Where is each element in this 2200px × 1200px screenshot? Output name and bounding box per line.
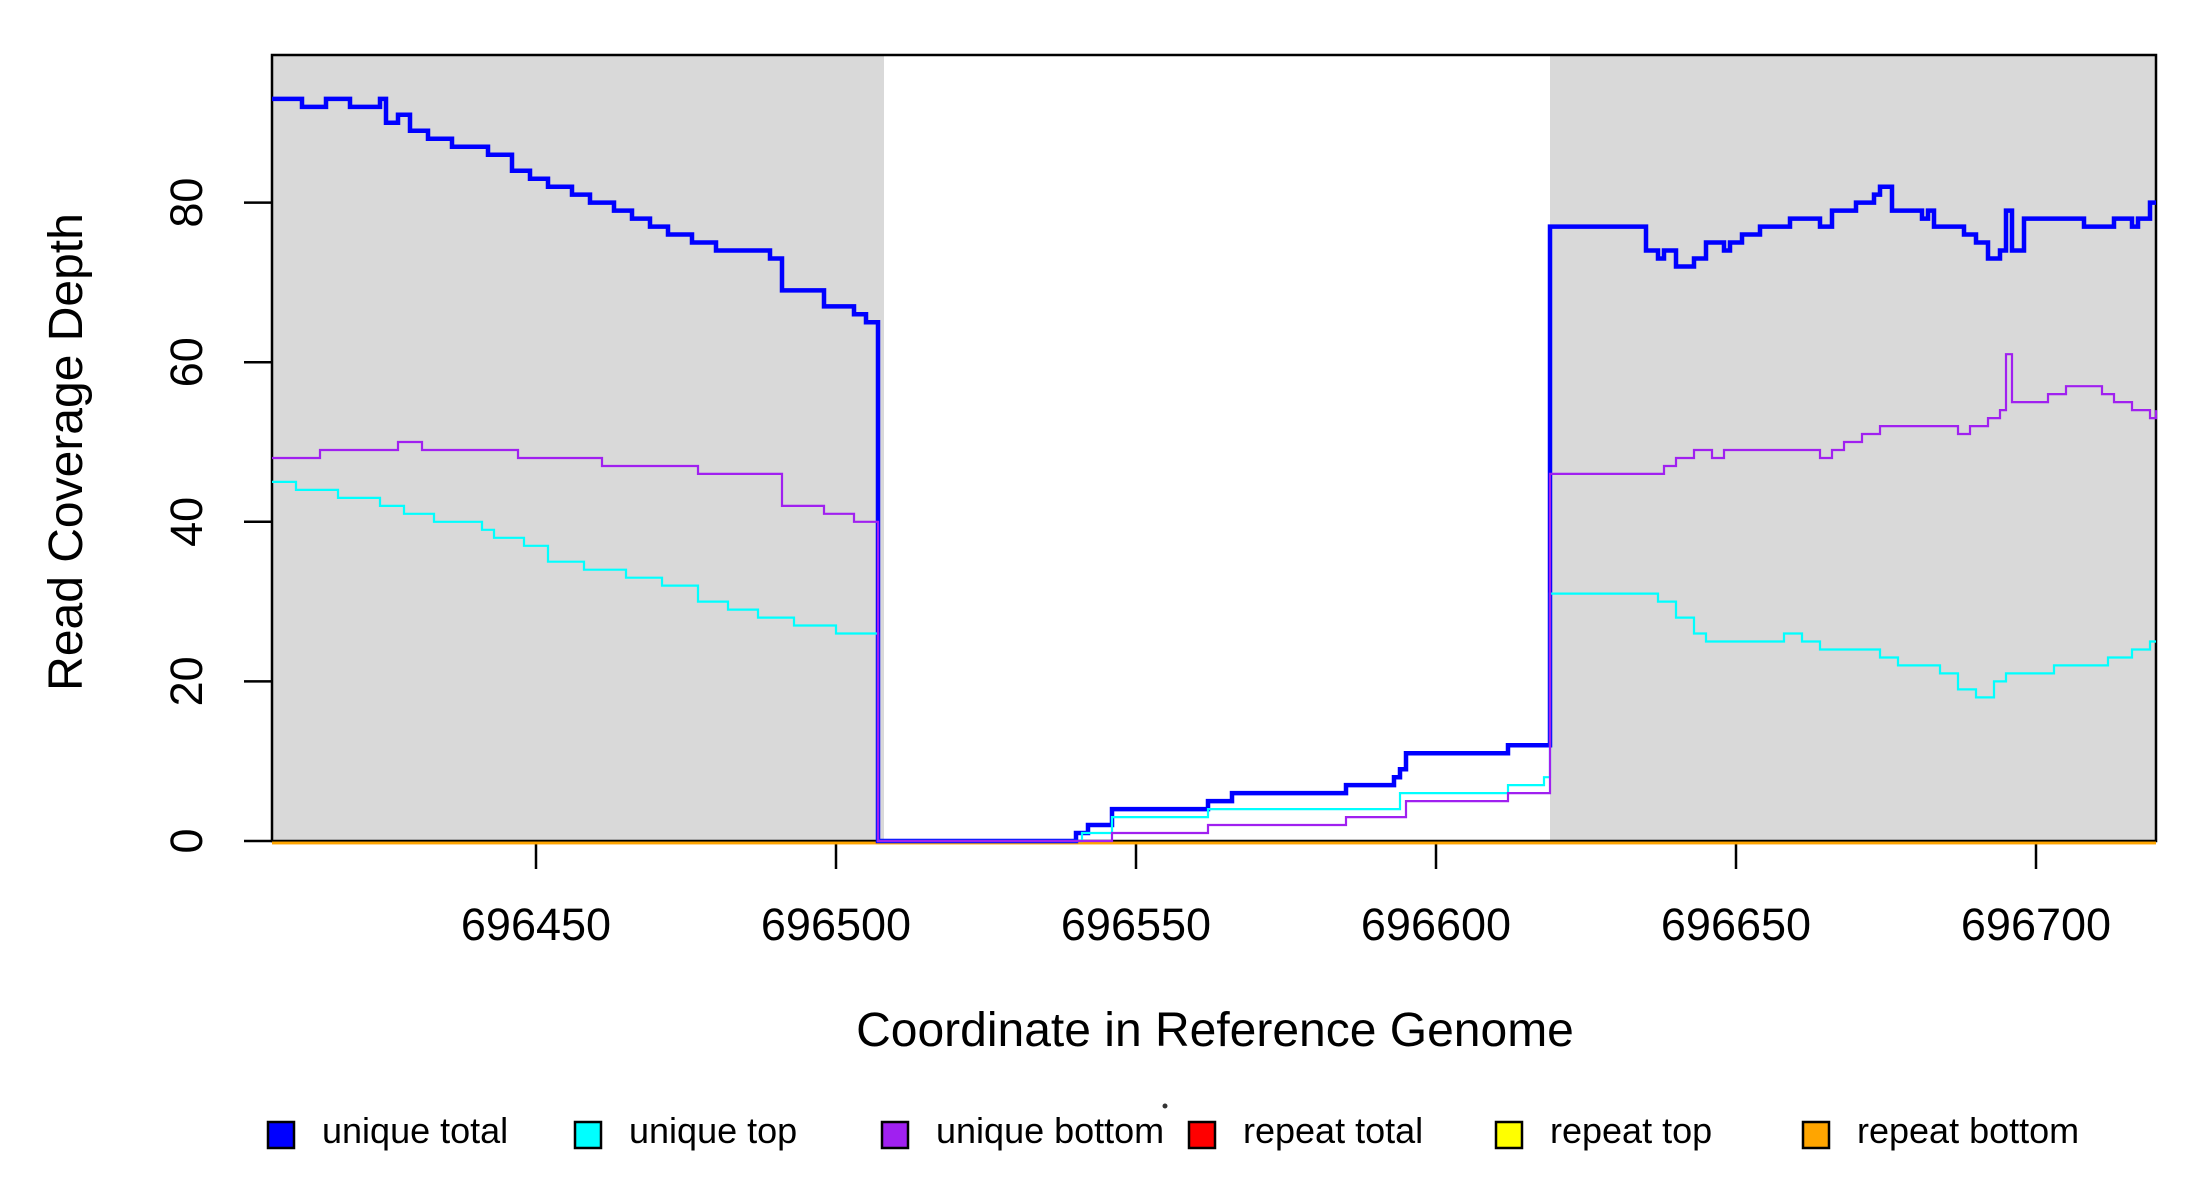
legend-swatch — [1801, 1120, 1831, 1150]
legend-item-unique-top: unique top — [573, 1110, 797, 1151]
y-axis-tick-label: 20 — [161, 656, 212, 706]
series-line-unique-bottom — [272, 353, 2158, 843]
legend-label: unique top — [629, 1110, 797, 1151]
legend-item-unique-bottom: unique bottom — [880, 1110, 1164, 1151]
x-axis-tick-label: 696600 — [1361, 899, 1511, 950]
plot-border — [270, 53, 2158, 843]
series-line-unique-total — [272, 96, 2156, 844]
shaded-regions — [272, 55, 2156, 841]
y-axis-tick-label: 80 — [161, 178, 212, 228]
y-axis-tick-label: 0 — [161, 828, 212, 853]
y-axis-tick-label: 60 — [161, 337, 212, 387]
y-axis-tick-label: 40 — [161, 497, 212, 547]
legend-label: unique total — [322, 1110, 508, 1151]
legend-label: unique bottom — [936, 1110, 1164, 1151]
x-axis-tick-label: 696450 — [461, 899, 611, 950]
x-axis-tick-label: 696700 — [1961, 899, 2111, 950]
legend-swatch — [1187, 1120, 1217, 1150]
legend-label: repeat top — [1550, 1110, 1712, 1151]
legend-item-unique-total: unique total — [266, 1110, 508, 1151]
legend-swatch — [266, 1120, 296, 1150]
x-axis-tick-label: 696550 — [1061, 899, 1211, 950]
legend: unique total unique top unique bottom repea… — [266, 1110, 2079, 1151]
legend-swatch — [880, 1120, 910, 1150]
x-axis-tick-label: 696500 — [761, 899, 911, 950]
legend-label: repeat bottom — [1857, 1110, 2079, 1151]
series-lines — [272, 96, 2158, 845]
x-axis-tick-label: 696650 — [1661, 899, 1811, 950]
axes: 696450 696500 696550 696600 696650 696700 0 20 4… — [161, 178, 2111, 950]
y-axis-title: Read Coverage Depth — [40, 213, 93, 691]
legend-item-repeat-top: repeat top — [1494, 1110, 1712, 1151]
legend-item-repeat-bottom: repeat bottom — [1801, 1110, 2079, 1151]
legend-item-repeat-total: repeat total — [1187, 1110, 1423, 1151]
stray-dot — [1162, 1103, 1168, 1109]
right-gray-region — [1550, 55, 2156, 841]
x-axis-title: Coordinate in Reference Genome — [856, 1004, 1574, 1057]
legend-swatch — [1494, 1120, 1524, 1150]
legend-swatch — [573, 1120, 603, 1150]
legend-label: repeat total — [1243, 1110, 1423, 1151]
left-gray-region — [272, 55, 884, 841]
series-line-unique-top — [272, 480, 2156, 843]
